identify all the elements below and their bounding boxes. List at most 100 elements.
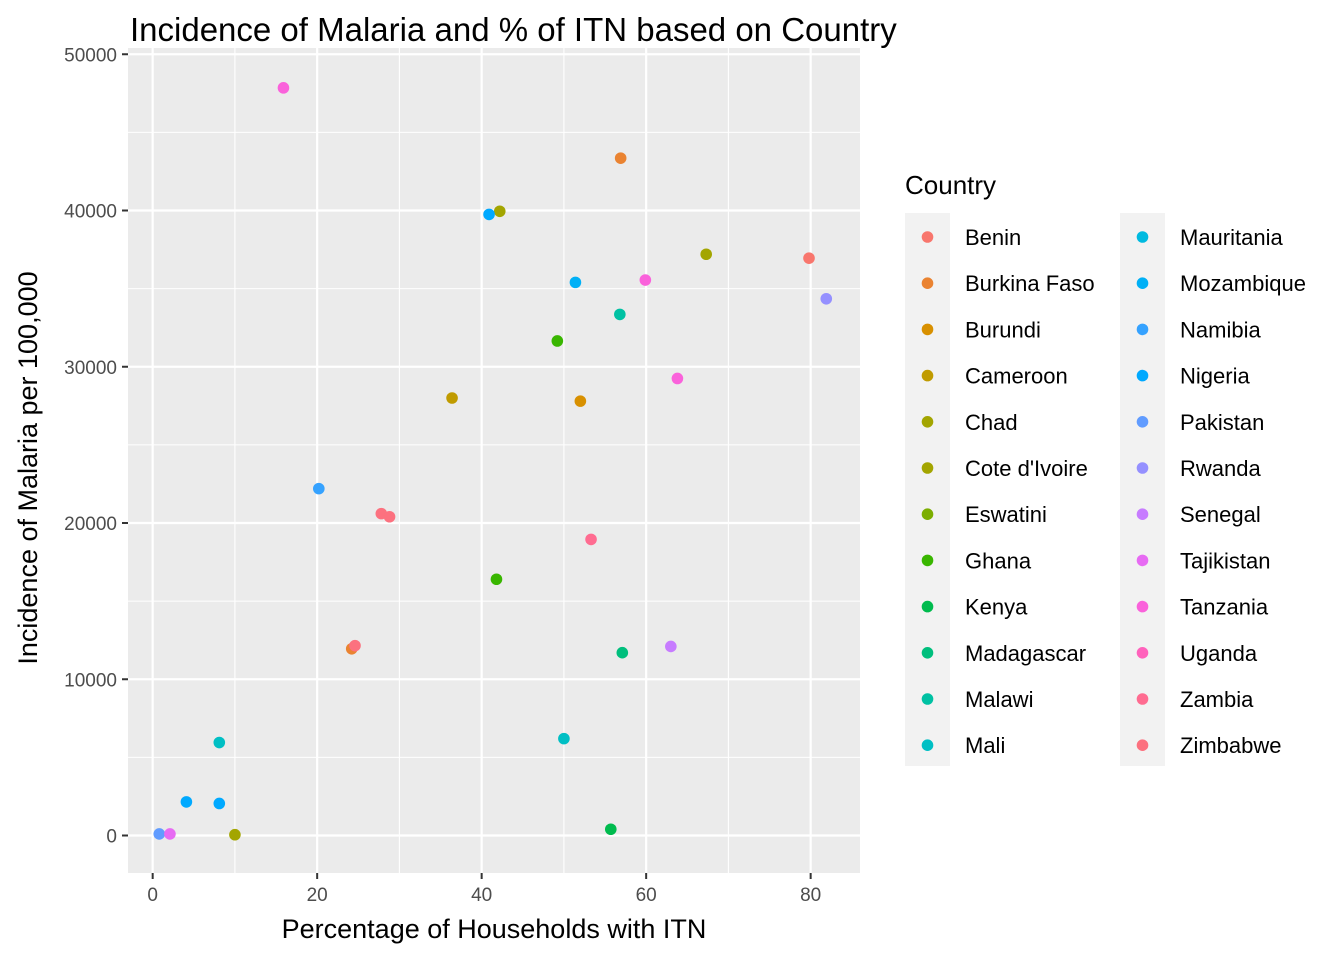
legend-key-background-col1 [905,213,950,766]
legend-label: Pakistan [1180,410,1264,435]
data-point [164,828,176,840]
x-tick-label: 40 [471,885,492,906]
legend-label: Burundi [965,317,1041,342]
legend-key [921,693,934,705]
x-tick-label: 80 [800,885,821,906]
legend-key [1136,508,1149,520]
legend-key [921,508,934,520]
data-point [153,828,166,840]
chart-title: Incidence of Malaria and % of ITN based … [130,11,897,48]
legend-key [921,416,934,428]
x-tick-label: 20 [307,885,328,906]
y-axis-title: Incidence of Malaria per 100,000 [13,271,43,664]
data-point [616,646,629,659]
legend-key [1136,600,1149,613]
data-point [349,639,361,652]
x-tick-label: 60 [636,885,657,906]
legend-key [921,462,934,474]
legend-label: Tanzania [1180,595,1269,620]
legend-label: Chad [965,410,1018,435]
legend-label: Nigeria [1180,364,1250,389]
data-point [604,823,617,836]
legend-key [921,369,934,382]
y-tick-label: 10000 [64,670,117,691]
legend-label: Malawi [965,687,1033,712]
data-point [820,292,833,305]
legend-key [921,600,934,613]
data-point [569,276,582,289]
y-tick-label: 50000 [64,45,117,66]
legend-key [1136,554,1149,567]
legend-key [1136,462,1149,474]
y-tick-label: 40000 [64,202,117,223]
grid-minor [128,48,860,873]
data-point [574,395,587,407]
legend-key [1136,277,1149,290]
legend-label: Mozambique [1180,271,1306,296]
legend-label: Zimbabwe [1180,733,1281,758]
data-point [585,533,597,546]
legend-label: Mali [965,733,1005,758]
x-axis-title: Percentage of Households with ITN [282,914,707,944]
data-point [313,482,325,495]
data-points [153,82,833,841]
data-point [446,392,458,404]
data-point [493,205,506,218]
x-tick-label: 0 [147,885,158,906]
data-point [213,736,226,749]
y-axis: 0 10000 20000 30000 40000 50000 [64,45,128,848]
legend-label: Senegal [1180,502,1261,527]
data-point [614,152,627,164]
legend-key [921,277,934,290]
data-point [490,573,503,586]
legend-key [921,647,934,659]
data-point [213,797,226,810]
legend-label: Kenya [965,595,1028,620]
data-point [671,372,684,385]
legend-title: Country [905,170,996,200]
legend-key [921,554,934,567]
legend-label: Uganda [1180,641,1258,666]
data-point [180,796,193,808]
legend-label: Cote d'Ivoire [965,456,1088,481]
legend-label: Tajikistan [1180,548,1270,573]
data-point [700,248,712,261]
data-point [551,335,564,347]
data-point [665,640,677,653]
legend-key [1136,323,1149,336]
legend-label: Mauritania [1180,225,1283,250]
data-point [639,274,652,286]
data-point [229,828,241,841]
legend: Country Benin Burkina Faso Burundi Cameroon… [905,170,1306,766]
data-point [383,510,396,523]
legend-key [1136,369,1149,382]
legend-label: Benin [965,225,1021,250]
legend-key [1136,647,1149,659]
legend-label: Ghana [965,548,1032,573]
legend-key [1136,693,1149,705]
legend-label: Namibia [1180,317,1261,342]
legend-key [1136,231,1149,243]
legend-label: Cameroon [965,364,1068,389]
plot-panel [128,48,860,873]
data-point [614,308,626,321]
y-tick-label: 0 [106,827,117,848]
legend-key [1136,416,1149,428]
y-tick-label: 20000 [64,514,117,535]
y-tick-label: 30000 [64,358,117,379]
x-axis: 0 20 40 60 80 [147,873,821,906]
legend-key [921,231,934,243]
legend-key-background-col2 [1120,213,1165,766]
legend-label: Rwanda [1180,456,1261,481]
data-point [277,82,290,94]
legend-label: Madagascar [965,641,1086,666]
data-point [483,208,495,221]
legend-key [921,739,934,751]
grid-major [128,48,860,873]
legend-label: Burkina Faso [965,271,1095,296]
data-point [558,732,570,745]
legend-label: Zambia [1180,687,1254,712]
legend-label: Eswatini [965,502,1047,527]
legend-key [921,323,934,336]
